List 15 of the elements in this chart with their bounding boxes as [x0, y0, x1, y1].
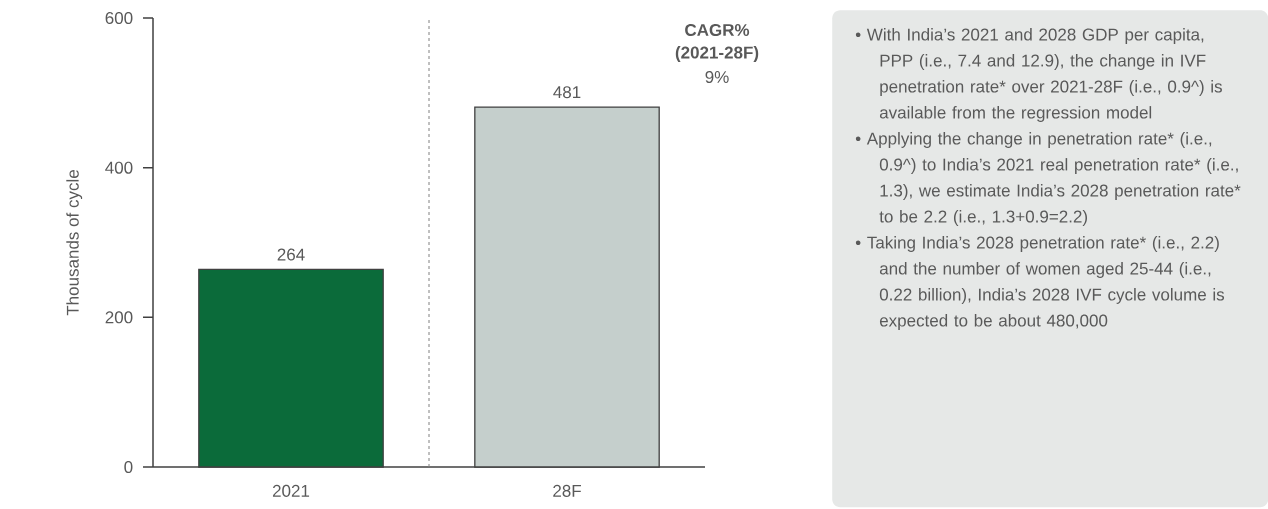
- y-axis-title: Thousands of cycle: [66, 170, 83, 316]
- data-label: 481: [553, 86, 581, 99]
- y-tick-label: 200: [105, 311, 133, 324]
- text: • With India’s 2021 and 2028 GDP per capita, PPP (i.e., 7.4 and 12.9), the change in IVF penetration rate* over 2021-28F (i.e., 0.9^) is available from the regression model: [855, 28, 1222, 122]
- x-tick-label: 28F: [553, 484, 581, 497]
- y-tick-label: 0: [124, 460, 133, 474]
- text: • Taking India’s 2028 penetration rate* (i.e., 2.2) and the number of women aged 25-44 (i.e., 0.22 billion), India’s 2028 IVF cycle volume is expected to be about 480,000: [855, 236, 1225, 330]
- data-label: 264: [277, 248, 305, 261]
- text: • Applying the change in penetration rate* (i.e., 0.9^) to India’s 2021 real penetration rate* (i.e., 1.3), we estimate India’s 2028 penetration rate* to be 2.2 (i.e., 1.3+0.9=2.2): [855, 132, 1241, 226]
- annotation: (2021-28F): [675, 46, 759, 62]
- y-tick-label: 400: [105, 161, 133, 174]
- y-tick-label: 600: [105, 11, 133, 25]
- annotation: CAGR%: [685, 23, 750, 37]
- text: 9%: [705, 70, 729, 84]
- x-tick-label: 2021: [272, 484, 310, 497]
